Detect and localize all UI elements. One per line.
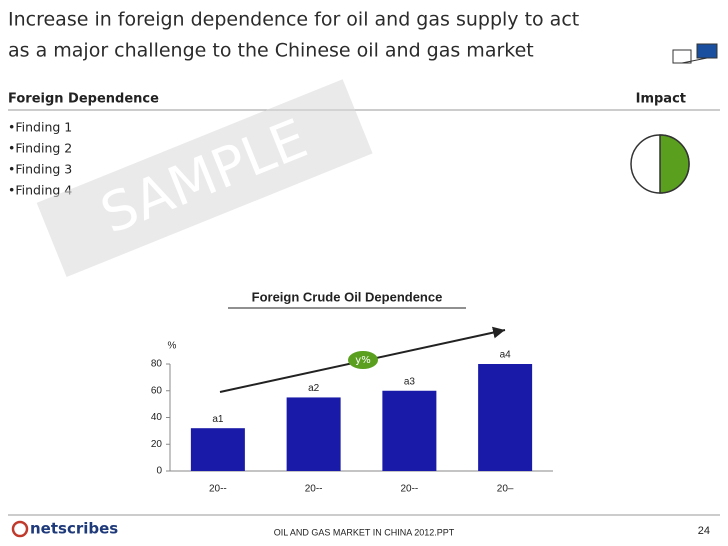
x-tick-label: 20-- — [305, 484, 323, 495]
watermark: SAMPLE — [92, 107, 315, 246]
icon — [672, 43, 718, 64]
x-tick-label: 20-- — [209, 484, 227, 495]
y-tick-label: 20 — [151, 439, 163, 450]
slide-title: as a major challenge to the Chinese oil … — [8, 40, 534, 62]
y-tick-label: 0 — [156, 466, 162, 477]
finding: •Finding 1 — [8, 120, 72, 135]
watermark-box: SAMPLE — [36, 79, 373, 278]
slide-title: Increase in foreign dependence for oil a… — [8, 9, 579, 31]
y-tick-label: 40 — [151, 412, 163, 423]
y-tick-label: 60 — [151, 385, 163, 396]
footer-text: OIL AND GAS MARKET IN CHINA 2012.PPT — [274, 527, 455, 537]
x-tick-label: 20-- — [400, 484, 418, 495]
impact-ball — [630, 134, 690, 194]
annotation-badge — [348, 351, 378, 369]
section-heading: Foreign Dependence — [8, 92, 159, 107]
finding: •Finding 4 — [8, 183, 72, 198]
bar — [478, 364, 533, 471]
chart-title: Foreign Crude Oil Dependence — [252, 289, 443, 304]
chart: 0 20 40 60 80 20-- a1 20-- a2 20-- a3 20– a4 — [151, 350, 553, 495]
y-tick-label: 80 — [151, 359, 163, 370]
finding: •Finding 3 — [8, 162, 72, 177]
logo-mark — [11, 520, 29, 538]
value-label: a2 — [308, 383, 320, 394]
logo: netscribes — [30, 520, 118, 538]
value-label: a4 — [500, 350, 512, 361]
annotation: y% — [355, 355, 370, 366]
section-heading: Impact — [636, 92, 686, 107]
bar — [286, 397, 341, 471]
finding: •Finding 2 — [8, 141, 72, 156]
value-label: a3 — [404, 376, 416, 387]
value-label: a1 — [212, 414, 224, 425]
bar — [382, 390, 437, 471]
y-axis-label: % — [168, 341, 177, 352]
x-tick-label: 20– — [497, 484, 514, 495]
bar — [190, 428, 245, 471]
page-number: 24 — [698, 525, 710, 537]
